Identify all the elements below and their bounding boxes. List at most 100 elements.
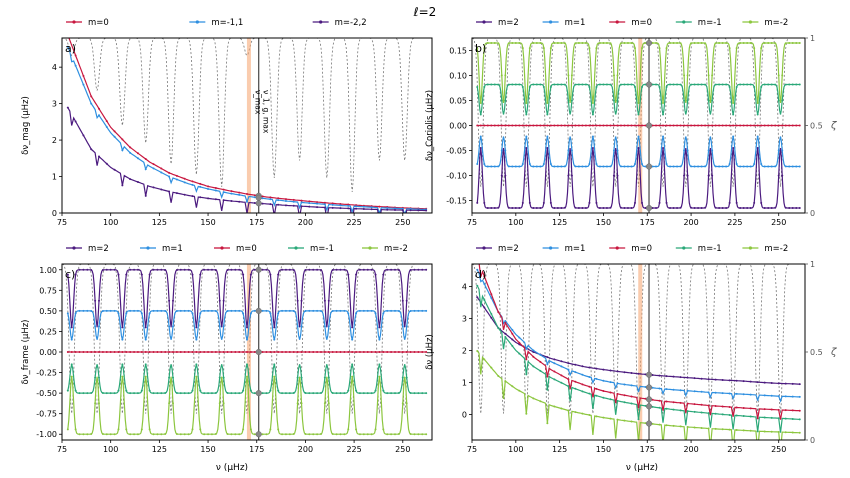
series-point bbox=[382, 428, 385, 431]
series-point bbox=[409, 209, 412, 212]
series-point bbox=[331, 433, 334, 436]
series-point bbox=[784, 42, 787, 45]
y-tick-label: 0.00 bbox=[39, 348, 57, 357]
series-point bbox=[304, 433, 307, 436]
series-point bbox=[490, 296, 493, 299]
series-point bbox=[770, 165, 773, 168]
series-point bbox=[269, 273, 272, 276]
series-point bbox=[588, 414, 591, 417]
series-point bbox=[179, 392, 182, 395]
series-point bbox=[486, 42, 489, 45]
series-point bbox=[700, 165, 703, 168]
series-point bbox=[609, 124, 612, 127]
series-point bbox=[191, 183, 194, 186]
series-point bbox=[113, 433, 116, 436]
series-point bbox=[490, 366, 493, 369]
series-point bbox=[98, 107, 100, 110]
series-point bbox=[366, 309, 369, 312]
series-point bbox=[658, 399, 661, 402]
legend-label: m=-2,2 bbox=[335, 18, 367, 28]
series-point bbox=[570, 124, 573, 127]
series-point bbox=[98, 351, 100, 353]
series-point bbox=[798, 383, 801, 386]
series-point bbox=[476, 350, 479, 353]
series-point bbox=[591, 147, 594, 149]
series-point bbox=[347, 312, 350, 315]
series-point bbox=[609, 83, 612, 86]
series-point bbox=[570, 149, 573, 152]
series-point bbox=[574, 363, 577, 366]
series-point bbox=[623, 42, 626, 45]
series-point bbox=[577, 124, 580, 127]
series-point bbox=[756, 135, 759, 138]
series-point bbox=[378, 351, 381, 353]
series-point bbox=[683, 74, 686, 77]
series-point bbox=[144, 194, 147, 197]
series-point bbox=[207, 197, 210, 200]
series-point bbox=[386, 309, 389, 312]
legend-marker bbox=[195, 20, 199, 24]
series-point bbox=[763, 408, 766, 411]
series-point bbox=[362, 205, 365, 208]
series-point bbox=[626, 83, 629, 86]
series-point bbox=[672, 408, 675, 411]
series-point bbox=[335, 433, 338, 436]
series-point bbox=[535, 83, 538, 86]
series-point bbox=[693, 42, 696, 45]
series-point bbox=[242, 351, 245, 353]
series-point bbox=[511, 344, 514, 347]
series-point bbox=[791, 83, 794, 86]
x-tick-label: 150 bbox=[200, 445, 215, 454]
series-point bbox=[300, 205, 303, 208]
series-point bbox=[560, 374, 563, 377]
series-point bbox=[296, 376, 299, 379]
series-point bbox=[300, 299, 303, 302]
series-point bbox=[581, 124, 584, 127]
series-point bbox=[753, 86, 756, 89]
series-point bbox=[672, 388, 675, 391]
series-point bbox=[214, 189, 217, 192]
series-point bbox=[791, 409, 794, 412]
series-point bbox=[277, 203, 280, 206]
series-point bbox=[781, 174, 784, 177]
series-point bbox=[277, 389, 280, 392]
series-point bbox=[288, 433, 291, 436]
series-point bbox=[525, 373, 528, 376]
series-point bbox=[637, 418, 640, 421]
series-point bbox=[623, 124, 626, 127]
series-point bbox=[269, 198, 272, 201]
legend-label: m=2 bbox=[498, 244, 519, 254]
series-point bbox=[532, 206, 535, 209]
series-point bbox=[556, 42, 559, 44]
y-tick-label: -0.10 bbox=[446, 172, 467, 181]
series-point bbox=[623, 83, 626, 86]
series-point bbox=[327, 402, 330, 405]
y-tick-label: 2 bbox=[462, 346, 467, 355]
series-point bbox=[672, 83, 675, 86]
series-point bbox=[714, 404, 717, 407]
series-point bbox=[66, 312, 69, 315]
series-point bbox=[366, 268, 369, 271]
series-point bbox=[230, 433, 233, 436]
series-point bbox=[662, 102, 665, 104]
series-point bbox=[725, 206, 728, 209]
x-tick-label: 250 bbox=[395, 218, 410, 227]
series-point bbox=[417, 433, 420, 436]
series-point bbox=[605, 206, 608, 209]
series-point bbox=[331, 392, 334, 395]
series-point bbox=[704, 124, 707, 127]
series-point bbox=[588, 124, 591, 127]
series-point bbox=[214, 198, 217, 201]
legend-marker bbox=[682, 246, 686, 250]
series-point bbox=[199, 351, 202, 353]
series-point bbox=[308, 200, 311, 203]
series-point bbox=[175, 433, 178, 436]
series-point bbox=[504, 319, 507, 322]
series-point bbox=[581, 383, 584, 386]
series-point bbox=[476, 284, 479, 287]
series-point bbox=[320, 309, 322, 312]
series-point bbox=[532, 397, 535, 400]
series-point bbox=[511, 206, 514, 209]
series-point bbox=[795, 207, 798, 209]
series-point bbox=[721, 207, 724, 209]
